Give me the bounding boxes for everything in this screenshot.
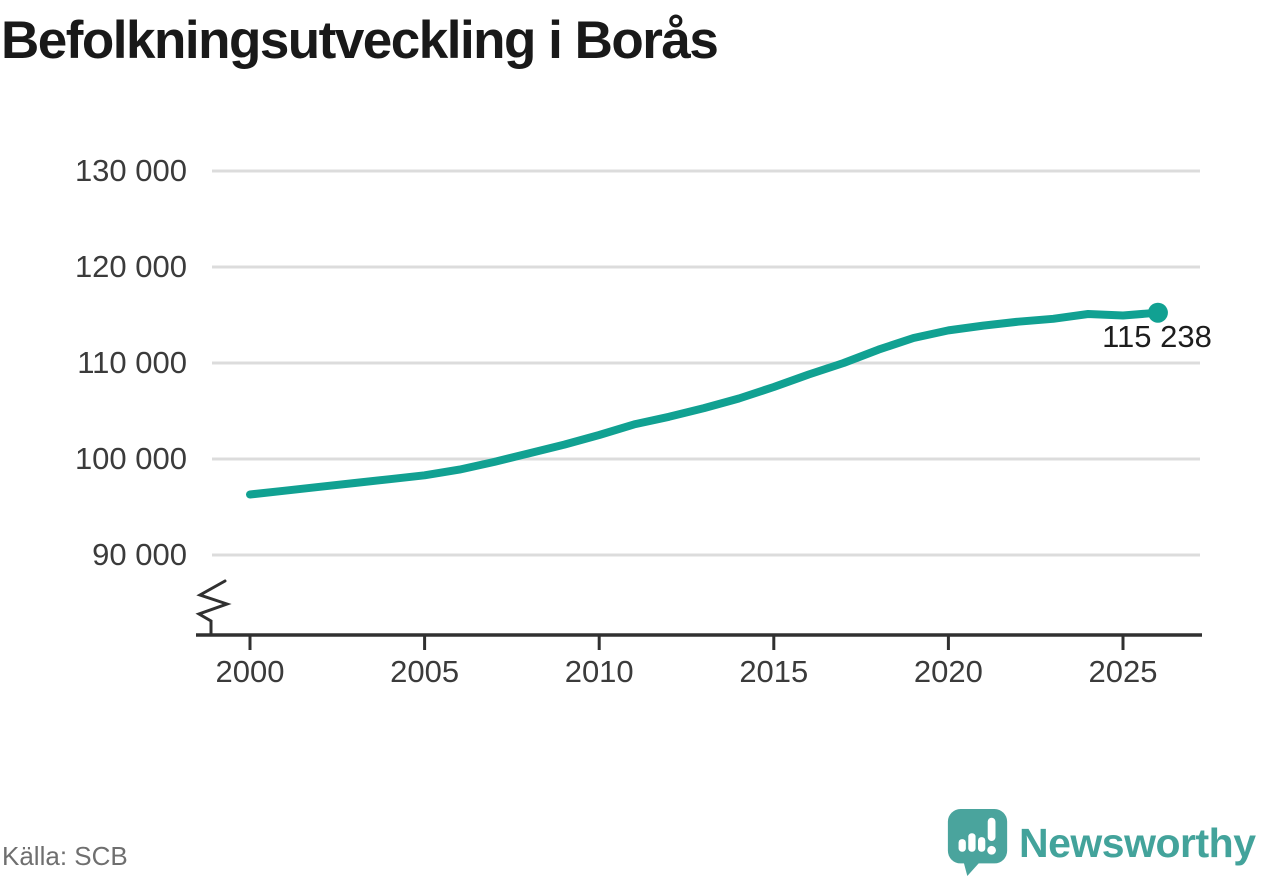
y-tick-label: 110 000 — [77, 345, 187, 380]
x-tick-label: 2020 — [913, 654, 983, 689]
y-tick-label: 130 000 — [74, 153, 187, 188]
exclamation-dot — [987, 845, 996, 855]
x-tick-label: 2010 — [564, 654, 634, 689]
latest-value-dot — [1147, 302, 1168, 323]
population-line — [246, 308, 1162, 499]
source-caption: Källa: SCB — [2, 841, 128, 871]
newsworthy-logo-text: Newsworthy — [1019, 820, 1256, 866]
y-tick-label: 100 000 — [74, 441, 187, 476]
chart-title: Befolkningsutveckling i Borås — [1, 11, 719, 70]
x-tick-label: 2005 — [390, 654, 460, 689]
latest-value-label: 115 238 — [1102, 319, 1212, 354]
speech-bubble-body — [947, 809, 1008, 864]
x-tick-label: 2000 — [215, 654, 285, 689]
bar-1 — [958, 839, 966, 852]
newsworthy-logo: Newsworthy — [946, 809, 1256, 877]
x-tick-label: 2015 — [739, 654, 809, 689]
y-tick-label: 90 000 — [92, 537, 187, 572]
y-tick-label: 120 000 — [74, 249, 187, 284]
x-tick-label: 2025 — [1088, 654, 1158, 689]
bar-2 — [968, 833, 976, 852]
newsworthy-logo-icon — [947, 809, 1008, 877]
exclamation-bar — [987, 817, 996, 842]
bar-3 — [978, 837, 986, 852]
axis-break-icon — [195, 579, 232, 636]
